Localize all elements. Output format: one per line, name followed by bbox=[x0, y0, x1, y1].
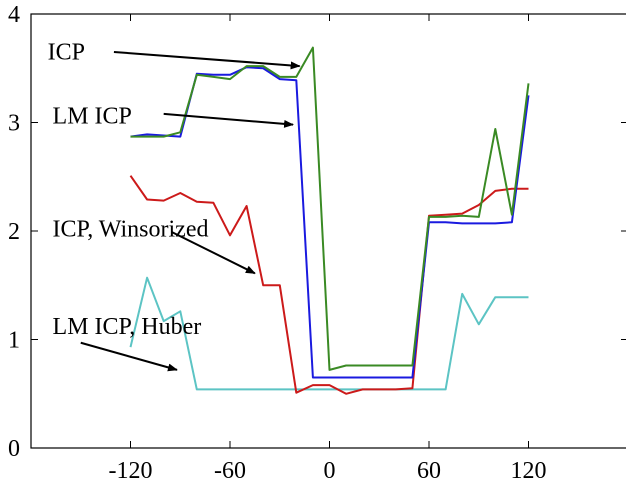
y-tick-label: 3 bbox=[8, 111, 20, 137]
x-tick-label: -60 bbox=[214, 458, 246, 484]
annotation-arrow bbox=[113, 50, 301, 70]
series-line-1 bbox=[130, 66, 530, 379]
x-tick-label: 120 bbox=[511, 458, 547, 484]
x-tick-label: 60 bbox=[417, 458, 441, 484]
series-line-0 bbox=[130, 46, 530, 371]
annotation-arrow bbox=[80, 341, 178, 372]
y-tick-label: 0 bbox=[8, 436, 20, 462]
axis-ticks: -120 -60 0 60 120 0 1 2 3 4 bbox=[8, 2, 626, 484]
series-layer bbox=[129, 46, 530, 395]
series-line-3 bbox=[129, 276, 529, 391]
series-line-2 bbox=[129, 175, 529, 395]
y-tick-label: 2 bbox=[8, 219, 20, 245]
annotation-label: LM ICP bbox=[53, 104, 132, 130]
x-tick-label: -120 bbox=[109, 458, 153, 484]
annotation-label: ICP bbox=[48, 40, 85, 66]
x-tick-label: 0 bbox=[324, 458, 336, 484]
y-tick-label: 1 bbox=[8, 328, 20, 354]
annotation-label: LM ICP, Huber bbox=[53, 314, 202, 340]
y-tick-label: 4 bbox=[8, 2, 20, 28]
annotation-arrow bbox=[163, 112, 295, 128]
annotation-arrow bbox=[171, 231, 256, 275]
